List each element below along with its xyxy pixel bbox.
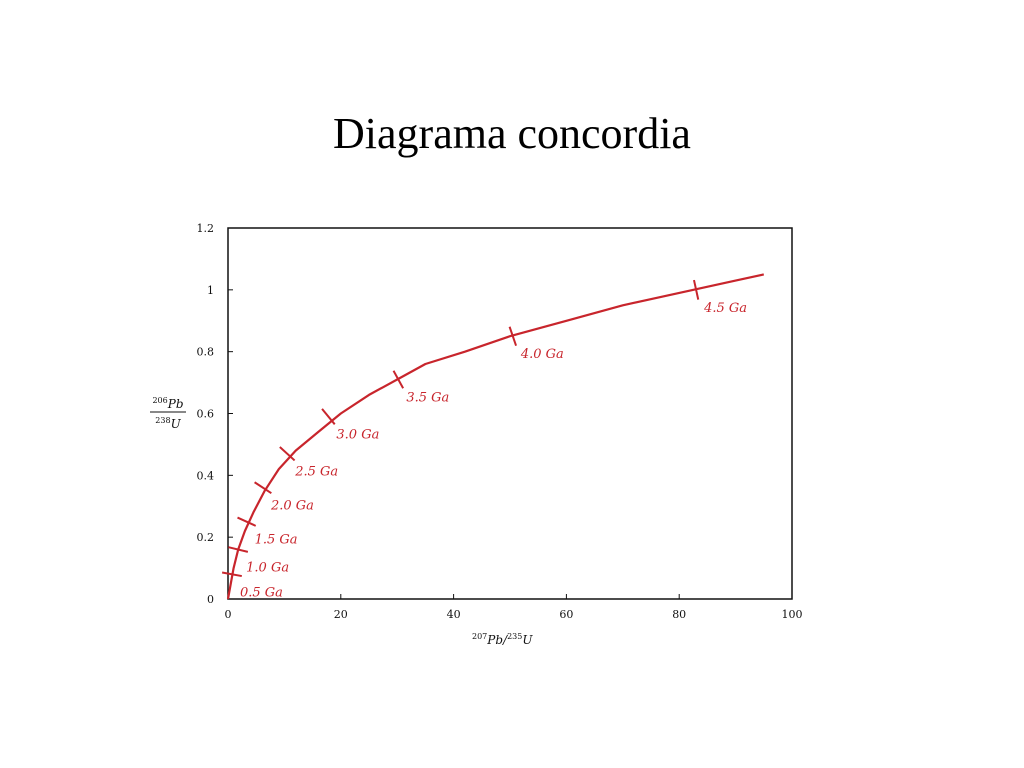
y-tick-label: 0.6: [197, 408, 215, 421]
age-tick-mark: [228, 546, 249, 553]
age-label: 4.0 Ga: [520, 347, 564, 362]
y-label-den: U: [171, 417, 182, 431]
age-label: 2.0 Ga: [270, 499, 314, 514]
y-tick-label: 0: [207, 593, 214, 606]
age-marker-layer: 0.5 Ga 1.0 Ga 1.5 Ga 2.0 Ga 2.5 Ga 3.0 Ga 3.5 …: [221, 279, 747, 600]
age-label: 2.5 Ga: [294, 465, 338, 480]
y-label-den-sup: 238: [155, 416, 170, 425]
plot-frame: [227, 227, 793, 600]
x-label-den-sup: 235: [507, 632, 522, 641]
age-tick-mark: [254, 481, 272, 494]
x-label-sep: /: [502, 633, 509, 647]
y-tick-label: 1: [207, 284, 214, 297]
y-label-numerator: 206Pb: [152, 396, 183, 411]
x-label-num-sup: 207: [472, 632, 487, 641]
x-tick-label: 20: [334, 608, 348, 621]
age-label: 3.0 Ga: [336, 428, 379, 443]
x-label-den: U: [522, 633, 533, 647]
y-tick-label: 1.2: [197, 222, 215, 235]
y-tick-label: 0.2: [197, 531, 215, 544]
x-tick-label: 80: [672, 608, 686, 621]
age-label: 3.5 Ga: [406, 390, 449, 405]
y-label-denominator: 238U: [155, 416, 181, 431]
age-label: 4.5 Ga: [703, 301, 747, 316]
age-tick-mark: [279, 446, 296, 462]
x-tick-label: 40: [447, 608, 461, 621]
age-tick-mark: [693, 279, 700, 300]
x-axis-label: 207Pb/235U: [472, 632, 533, 647]
series-layer: [226, 273, 765, 600]
y-axis-ticks: 0 0.2 0.4 0.6 0.8 1 1.2: [197, 222, 233, 606]
x-label-num: Pb: [486, 633, 503, 647]
x-tick-label: 100: [782, 608, 803, 621]
age-tick-mark: [508, 326, 518, 346]
age-tick-mark: [237, 516, 257, 527]
slide-title: Diagrama concordia: [333, 109, 691, 158]
y-label-num: Pb: [167, 397, 184, 411]
y-tick-label: 0.4: [197, 469, 215, 482]
x-tick-label: 60: [559, 608, 573, 621]
age-label: 0.5 Ga: [240, 585, 283, 600]
y-axis-label: 206Pb 238U: [150, 396, 186, 431]
age-tick-mark: [221, 571, 242, 578]
age-tick-mark: [321, 408, 336, 425]
age-label: 1.0 Ga: [246, 561, 289, 576]
age-tick-mark: [392, 370, 405, 389]
x-axis-ticks: 0 20 40 60 80 100: [225, 594, 803, 621]
x-tick-label: 0: [225, 608, 232, 621]
age-label: 1.5 Ga: [255, 533, 298, 548]
y-tick-label: 0.8: [197, 346, 215, 359]
y-label-num-sup: 206: [152, 396, 167, 405]
concordia-curve: [226, 273, 765, 600]
